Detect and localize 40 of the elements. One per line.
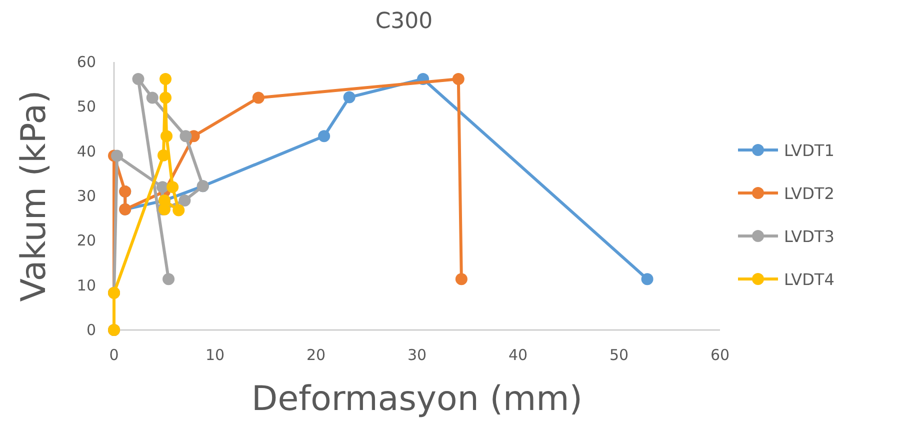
legend-label: LVDT3 xyxy=(784,227,834,246)
point xyxy=(156,181,168,194)
point xyxy=(452,72,464,85)
point xyxy=(157,149,170,162)
legend-label: LVDT4 xyxy=(784,270,834,289)
y-tick-label: 30 xyxy=(76,187,96,205)
x-tick-label: 40 xyxy=(508,346,528,364)
x-tick-label: 20 xyxy=(306,346,326,364)
point xyxy=(318,130,330,142)
point xyxy=(162,273,175,286)
chart-title: C300 xyxy=(375,9,433,34)
point xyxy=(160,72,172,85)
point xyxy=(160,92,172,104)
x-tick-label: 0 xyxy=(109,346,119,364)
x-tick-label: 50 xyxy=(609,346,629,364)
point xyxy=(455,273,468,286)
y-tick-label: 10 xyxy=(76,276,96,294)
x-tick-label: 30 xyxy=(407,346,427,364)
legend-label: LVDT1 xyxy=(784,141,834,160)
point xyxy=(252,92,264,104)
point xyxy=(180,130,192,142)
point xyxy=(343,91,356,104)
point xyxy=(166,181,179,194)
point xyxy=(146,92,158,104)
point xyxy=(172,204,185,216)
point xyxy=(641,273,654,286)
point xyxy=(132,72,144,85)
y-tick-label: 60 xyxy=(76,53,96,71)
point xyxy=(178,194,191,206)
point xyxy=(111,150,124,162)
y-tick-label: 20 xyxy=(76,232,96,250)
point xyxy=(160,130,173,142)
legend-label: LVDT2 xyxy=(784,184,834,203)
x-tick-label: 10 xyxy=(205,346,225,364)
y-axis-title: Vakum (kPa) xyxy=(14,90,54,302)
x-tick-label: 60 xyxy=(710,346,730,364)
x-axis-title: Deformasyon (mm) xyxy=(252,379,582,419)
y-tick-label: 40 xyxy=(76,142,96,160)
y-tick-label: 50 xyxy=(76,98,96,116)
y-tick-label: 0 xyxy=(86,321,96,339)
